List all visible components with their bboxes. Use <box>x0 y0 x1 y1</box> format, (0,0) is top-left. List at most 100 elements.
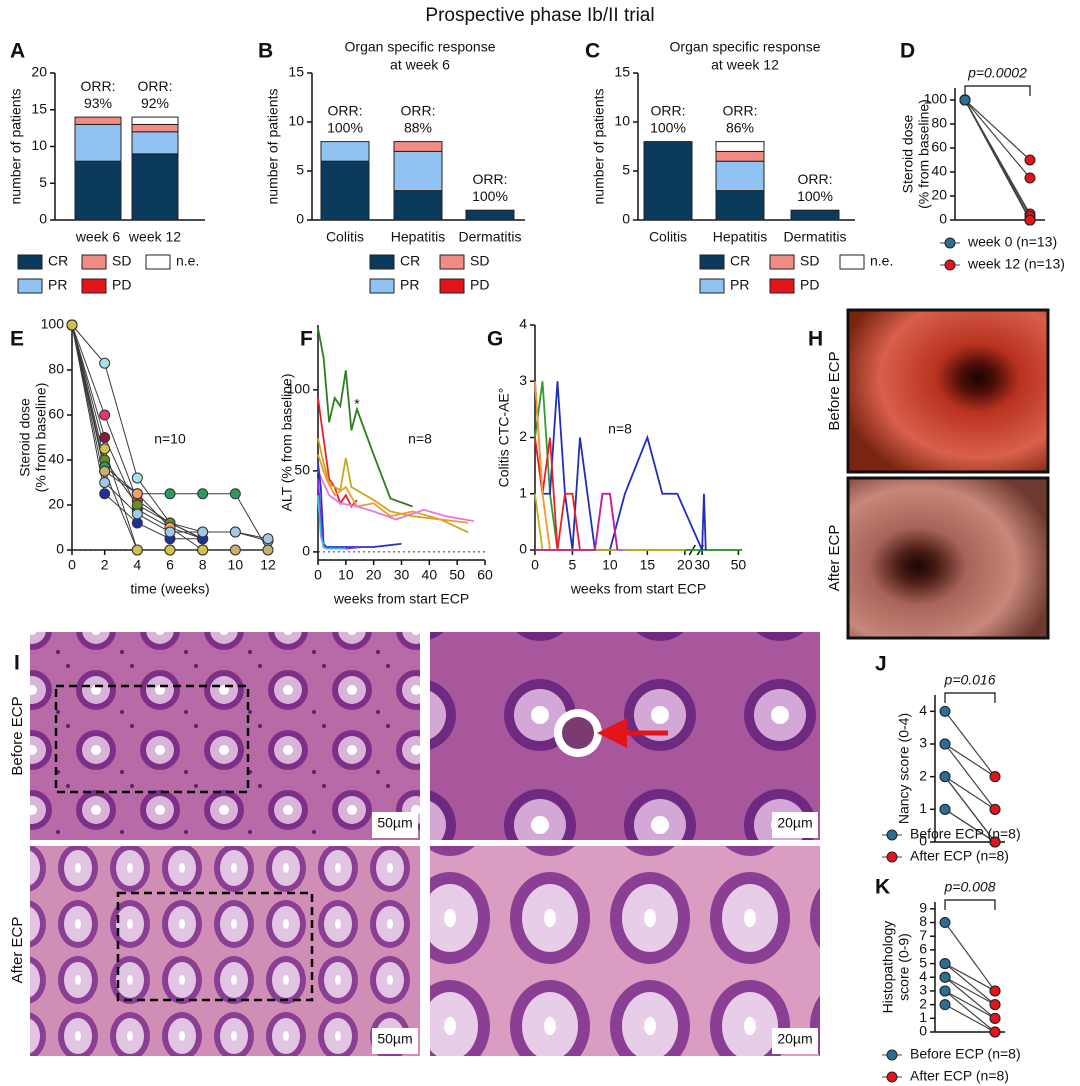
legend-label: week 0 (n=13) <box>967 234 1057 250</box>
x-axis-label: weeks from start ECP <box>570 581 706 597</box>
chart-title: Organ specific response <box>670 39 821 55</box>
legend-dot <box>944 259 956 271</box>
pair-connector <box>944 1004 996 1033</box>
y-tick-label: 40 <box>48 451 64 467</box>
x-tick-label: 20 <box>677 557 693 573</box>
bar-segment <box>790 209 840 221</box>
panel-letter: F <box>300 328 313 351</box>
orr-label: 100% <box>472 188 508 204</box>
legend-label: week 12 (n=13) <box>967 256 1065 272</box>
y-tick-label: 4 <box>519 316 527 332</box>
data-point <box>939 958 951 970</box>
pair-connector <box>944 808 996 843</box>
y-tick-label: 80 <box>48 361 64 377</box>
legend-label: After ECP (n=8) <box>910 848 1009 864</box>
y-tick-label: 0 <box>302 543 310 559</box>
data-point <box>262 533 274 545</box>
legend-swatch <box>369 254 395 270</box>
orr-label: ORR: <box>138 78 173 94</box>
y-tick-label: 5 <box>39 174 47 190</box>
x-tick-label: 10 <box>228 557 244 573</box>
x-tick-label: 30 <box>394 567 410 583</box>
y-axis-label: Histopathology <box>880 921 896 1014</box>
data-point <box>939 971 951 983</box>
bar-segment <box>320 141 370 162</box>
y-tick-label: 1 <box>519 484 527 500</box>
histology-photo <box>30 846 420 1056</box>
x-tick-label: Colitis <box>649 229 687 245</box>
orr-label: ORR: <box>651 102 686 118</box>
scale-box <box>772 812 818 838</box>
annotation: * <box>354 396 360 412</box>
legend-label: PD <box>470 277 489 293</box>
pair-connector <box>964 99 1031 221</box>
x-tick-label: 10 <box>338 567 354 583</box>
series-line <box>317 462 402 548</box>
data-point <box>939 705 951 717</box>
y-tick-label: 20 <box>48 496 64 512</box>
panel-letter: C <box>585 40 600 63</box>
y-tick-label: 5 <box>919 954 927 970</box>
x-tick-label: 0 <box>314 567 322 583</box>
bar-segment <box>715 190 765 221</box>
y-tick-label: 100 <box>41 316 65 332</box>
row-label: After ECP <box>9 917 26 984</box>
scale-box <box>372 812 418 838</box>
legend-label: CR <box>730 253 750 269</box>
p-value: p=0.016 <box>944 672 996 688</box>
x-tick-label: 60 <box>477 567 493 583</box>
y-tick-label: 50 <box>294 462 310 478</box>
bar-segment <box>74 116 122 125</box>
x-tick-label: 5 <box>569 557 577 573</box>
y-tick-label: 0 <box>39 211 47 227</box>
row-label: Before ECP <box>826 351 843 430</box>
y-tick-label: 0 <box>919 833 927 849</box>
annotation: n=8 <box>608 421 632 437</box>
legend-swatch <box>145 254 171 270</box>
y-tick-label: 100 <box>924 91 948 107</box>
x-tick-label: 4 <box>133 557 141 573</box>
significance-bracket <box>944 692 996 703</box>
pair-connector <box>944 976 996 1006</box>
panel-letter: B <box>258 40 273 63</box>
x-tick-label: 30 <box>694 557 710 573</box>
legend-swatch <box>17 254 43 270</box>
orr-label: ORR: <box>81 78 116 94</box>
orr-label: 100% <box>797 188 833 204</box>
y-tick-label: 0 <box>519 541 527 557</box>
y-tick-label: 20 <box>31 64 47 80</box>
data-point <box>939 738 951 750</box>
legend-dot <box>886 1049 898 1061</box>
x-tick-label: Dermatitis <box>783 229 846 245</box>
x-tick-label: 40 <box>422 567 438 583</box>
annotation: n=8 <box>408 431 432 447</box>
y-tick-label: 2 <box>919 995 927 1011</box>
y-axis-label: Nancy score (0-4) <box>896 713 912 824</box>
histology-photo <box>430 632 820 840</box>
y-tick-label: 7 <box>919 927 927 943</box>
significance-bracket <box>944 899 996 910</box>
x-tick-label: 6 <box>166 557 174 573</box>
data-point <box>99 465 111 477</box>
legend-label: After ECP (n=8) <box>910 1068 1009 1084</box>
annotation: n=10 <box>154 431 186 447</box>
y-axis-label: ALT (% from baseline) <box>279 374 295 512</box>
legend-swatch <box>81 278 107 294</box>
data-point <box>229 526 241 538</box>
data-point <box>99 357 111 369</box>
legend-swatch <box>81 254 107 270</box>
y-tick-label: 100 <box>287 381 311 397</box>
x-tick-label: week 6 <box>75 229 121 245</box>
bar-segment <box>131 131 179 155</box>
x-tick-label: 50 <box>449 567 465 583</box>
data-point <box>197 488 209 500</box>
y-tick-label: 0 <box>919 1023 927 1039</box>
panel-letter: K <box>875 876 890 899</box>
data-point <box>1024 214 1036 226</box>
data-point <box>989 771 1001 783</box>
data-point <box>99 409 111 421</box>
scale-box <box>772 1028 818 1054</box>
legend-swatch <box>439 254 465 270</box>
data-point <box>99 477 111 488</box>
histology-photo <box>30 632 420 840</box>
